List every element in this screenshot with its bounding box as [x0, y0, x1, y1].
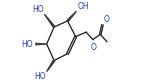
Text: HO: HO [22, 40, 33, 49]
Text: HO: HO [34, 72, 46, 81]
Text: O: O [90, 43, 96, 52]
Polygon shape [41, 43, 42, 45]
Polygon shape [47, 60, 55, 72]
Polygon shape [44, 14, 55, 27]
Text: HO: HO [32, 4, 44, 14]
Polygon shape [38, 43, 39, 45]
Text: O: O [103, 15, 109, 24]
Text: OH: OH [77, 2, 89, 11]
Polygon shape [67, 11, 76, 21]
Polygon shape [36, 43, 37, 45]
